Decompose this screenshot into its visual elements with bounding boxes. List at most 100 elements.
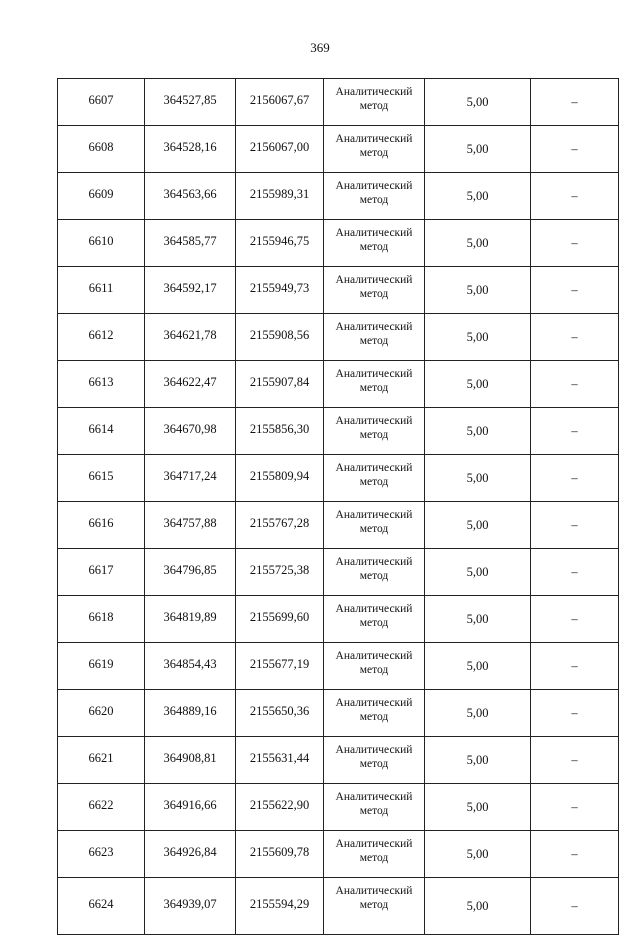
y-coordinate-cell: 2155650,36	[235, 689, 324, 737]
x-coordinate-cell: 364717,24	[144, 454, 236, 502]
method-cell: Аналитический метод	[323, 407, 425, 455]
y-coordinate-cell: 2155908,56	[235, 313, 324, 361]
note-cell: –	[530, 266, 619, 314]
point-number-cell: 6623	[57, 830, 145, 878]
accuracy-cell: 5,00	[424, 783, 531, 831]
method-cell: Аналитический метод	[323, 736, 425, 784]
y-coordinate-cell: 2155699,60	[235, 595, 324, 643]
y-coordinate-cell: 2155856,30	[235, 407, 324, 455]
method-cell: Аналитический метод	[323, 360, 425, 408]
method-cell: Аналитический метод	[323, 501, 425, 549]
method-cell: Аналитический метод	[323, 266, 425, 314]
method-cell: Аналитический метод	[323, 125, 425, 173]
note-cell: –	[530, 360, 619, 408]
y-coordinate-cell: 2155809,94	[235, 454, 324, 502]
x-coordinate-cell: 364563,66	[144, 172, 236, 220]
point-number-cell: 6608	[57, 125, 145, 173]
accuracy-cell: 5,00	[424, 830, 531, 878]
table-row: 6623 364926,84 2155609,78 Аналитический мет…	[57, 830, 619, 878]
x-coordinate-cell: 364757,88	[144, 501, 236, 549]
method-cell: Аналитический метод	[323, 877, 425, 935]
x-coordinate-cell: 364621,78	[144, 313, 236, 361]
point-number-cell: 6615	[57, 454, 145, 502]
note-cell: –	[530, 783, 619, 831]
method-cell: Аналитический метод	[323, 454, 425, 502]
point-number-cell: 6613	[57, 360, 145, 408]
y-coordinate-cell: 2155631,44	[235, 736, 324, 784]
note-cell: –	[530, 125, 619, 173]
method-cell: Аналитический метод	[323, 689, 425, 737]
method-cell: Аналитический метод	[323, 172, 425, 220]
table-row: 6617 364796,85 2155725,38 Аналитический мет…	[57, 548, 619, 596]
accuracy-cell: 5,00	[424, 548, 531, 596]
table-row: 6621 364908,81 2155631,44 Аналитический мет…	[57, 736, 619, 784]
x-coordinate-cell: 364819,89	[144, 595, 236, 643]
method-cell: Аналитический метод	[323, 548, 425, 596]
note-cell: –	[530, 595, 619, 643]
x-coordinate-cell: 364528,16	[144, 125, 236, 173]
table-row: 6614 364670,98 2155856,30 Аналитический мет…	[57, 407, 619, 455]
note-cell: –	[530, 689, 619, 737]
table-row: 6610 364585,77 2155946,75 Аналитический мет…	[57, 219, 619, 267]
x-coordinate-cell: 364939,07	[144, 877, 236, 935]
note-cell: –	[530, 642, 619, 690]
point-number-cell: 6624	[57, 877, 145, 935]
x-coordinate-cell: 364926,84	[144, 830, 236, 878]
accuracy-cell: 5,00	[424, 736, 531, 784]
table-row: 6616 364757,88 2155767,28 Аналитический мет…	[57, 501, 619, 549]
note-cell: –	[530, 172, 619, 220]
accuracy-cell: 5,00	[424, 642, 531, 690]
table-row: 6619 364854,43 2155677,19 Аналитический мет…	[57, 642, 619, 690]
note-cell: –	[530, 219, 619, 267]
table-row: 6622 364916,66 2155622,90 Аналитический мет…	[57, 783, 619, 831]
accuracy-cell: 5,00	[424, 454, 531, 502]
y-coordinate-cell: 2155946,75	[235, 219, 324, 267]
method-cell: Аналитический метод	[323, 783, 425, 831]
y-coordinate-cell: 2155949,73	[235, 266, 324, 314]
note-cell: –	[530, 736, 619, 784]
point-number-cell: 6620	[57, 689, 145, 737]
point-number-cell: 6610	[57, 219, 145, 267]
x-coordinate-cell: 364670,98	[144, 407, 236, 455]
coordinates-table: 6607 364527,85 2156067,67 Аналитический мет…	[57, 78, 619, 935]
accuracy-cell: 5,00	[424, 877, 531, 935]
accuracy-cell: 5,00	[424, 266, 531, 314]
accuracy-cell: 5,00	[424, 172, 531, 220]
table-row: 6624 364939,07 2155594,29 Аналитический мет…	[57, 877, 619, 935]
x-coordinate-cell: 364796,85	[144, 548, 236, 596]
x-coordinate-cell: 364527,85	[144, 78, 236, 126]
y-coordinate-cell: 2155725,38	[235, 548, 324, 596]
x-coordinate-cell: 364916,66	[144, 783, 236, 831]
y-coordinate-cell: 2155767,28	[235, 501, 324, 549]
x-coordinate-cell: 364854,43	[144, 642, 236, 690]
method-cell: Аналитический метод	[323, 642, 425, 690]
x-coordinate-cell: 364889,16	[144, 689, 236, 737]
page-number: 369	[310, 40, 330, 55]
table-row: 6615 364717,24 2155809,94 Аналитический мет…	[57, 454, 619, 502]
point-number-cell: 6612	[57, 313, 145, 361]
point-number-cell: 6607	[57, 78, 145, 126]
x-coordinate-cell: 364592,17	[144, 266, 236, 314]
note-cell: –	[530, 548, 619, 596]
note-cell: –	[530, 78, 619, 126]
table-row: 6620 364889,16 2155650,36 Аналитический мет…	[57, 689, 619, 737]
y-coordinate-cell: 2155677,19	[235, 642, 324, 690]
note-cell: –	[530, 877, 619, 935]
y-coordinate-cell: 2155622,90	[235, 783, 324, 831]
note-cell: –	[530, 830, 619, 878]
y-coordinate-cell: 2155907,84	[235, 360, 324, 408]
point-number-cell: 6618	[57, 595, 145, 643]
y-coordinate-cell: 2155989,31	[235, 172, 324, 220]
accuracy-cell: 5,00	[424, 595, 531, 643]
x-coordinate-cell: 364585,77	[144, 219, 236, 267]
x-coordinate-cell: 364908,81	[144, 736, 236, 784]
point-number-cell: 6611	[57, 266, 145, 314]
table-row: 6609 364563,66 2155989,31 Аналитический мет…	[57, 172, 619, 220]
table-row: 6607 364527,85 2156067,67 Аналитический мет…	[57, 78, 619, 126]
point-number-cell: 6622	[57, 783, 145, 831]
accuracy-cell: 5,00	[424, 313, 531, 361]
table-row: 6618 364819,89 2155699,60 Аналитический мет…	[57, 595, 619, 643]
accuracy-cell: 5,00	[424, 125, 531, 173]
table-row: 6608 364528,16 2156067,00 Аналитический мет…	[57, 125, 619, 173]
accuracy-cell: 5,00	[424, 219, 531, 267]
